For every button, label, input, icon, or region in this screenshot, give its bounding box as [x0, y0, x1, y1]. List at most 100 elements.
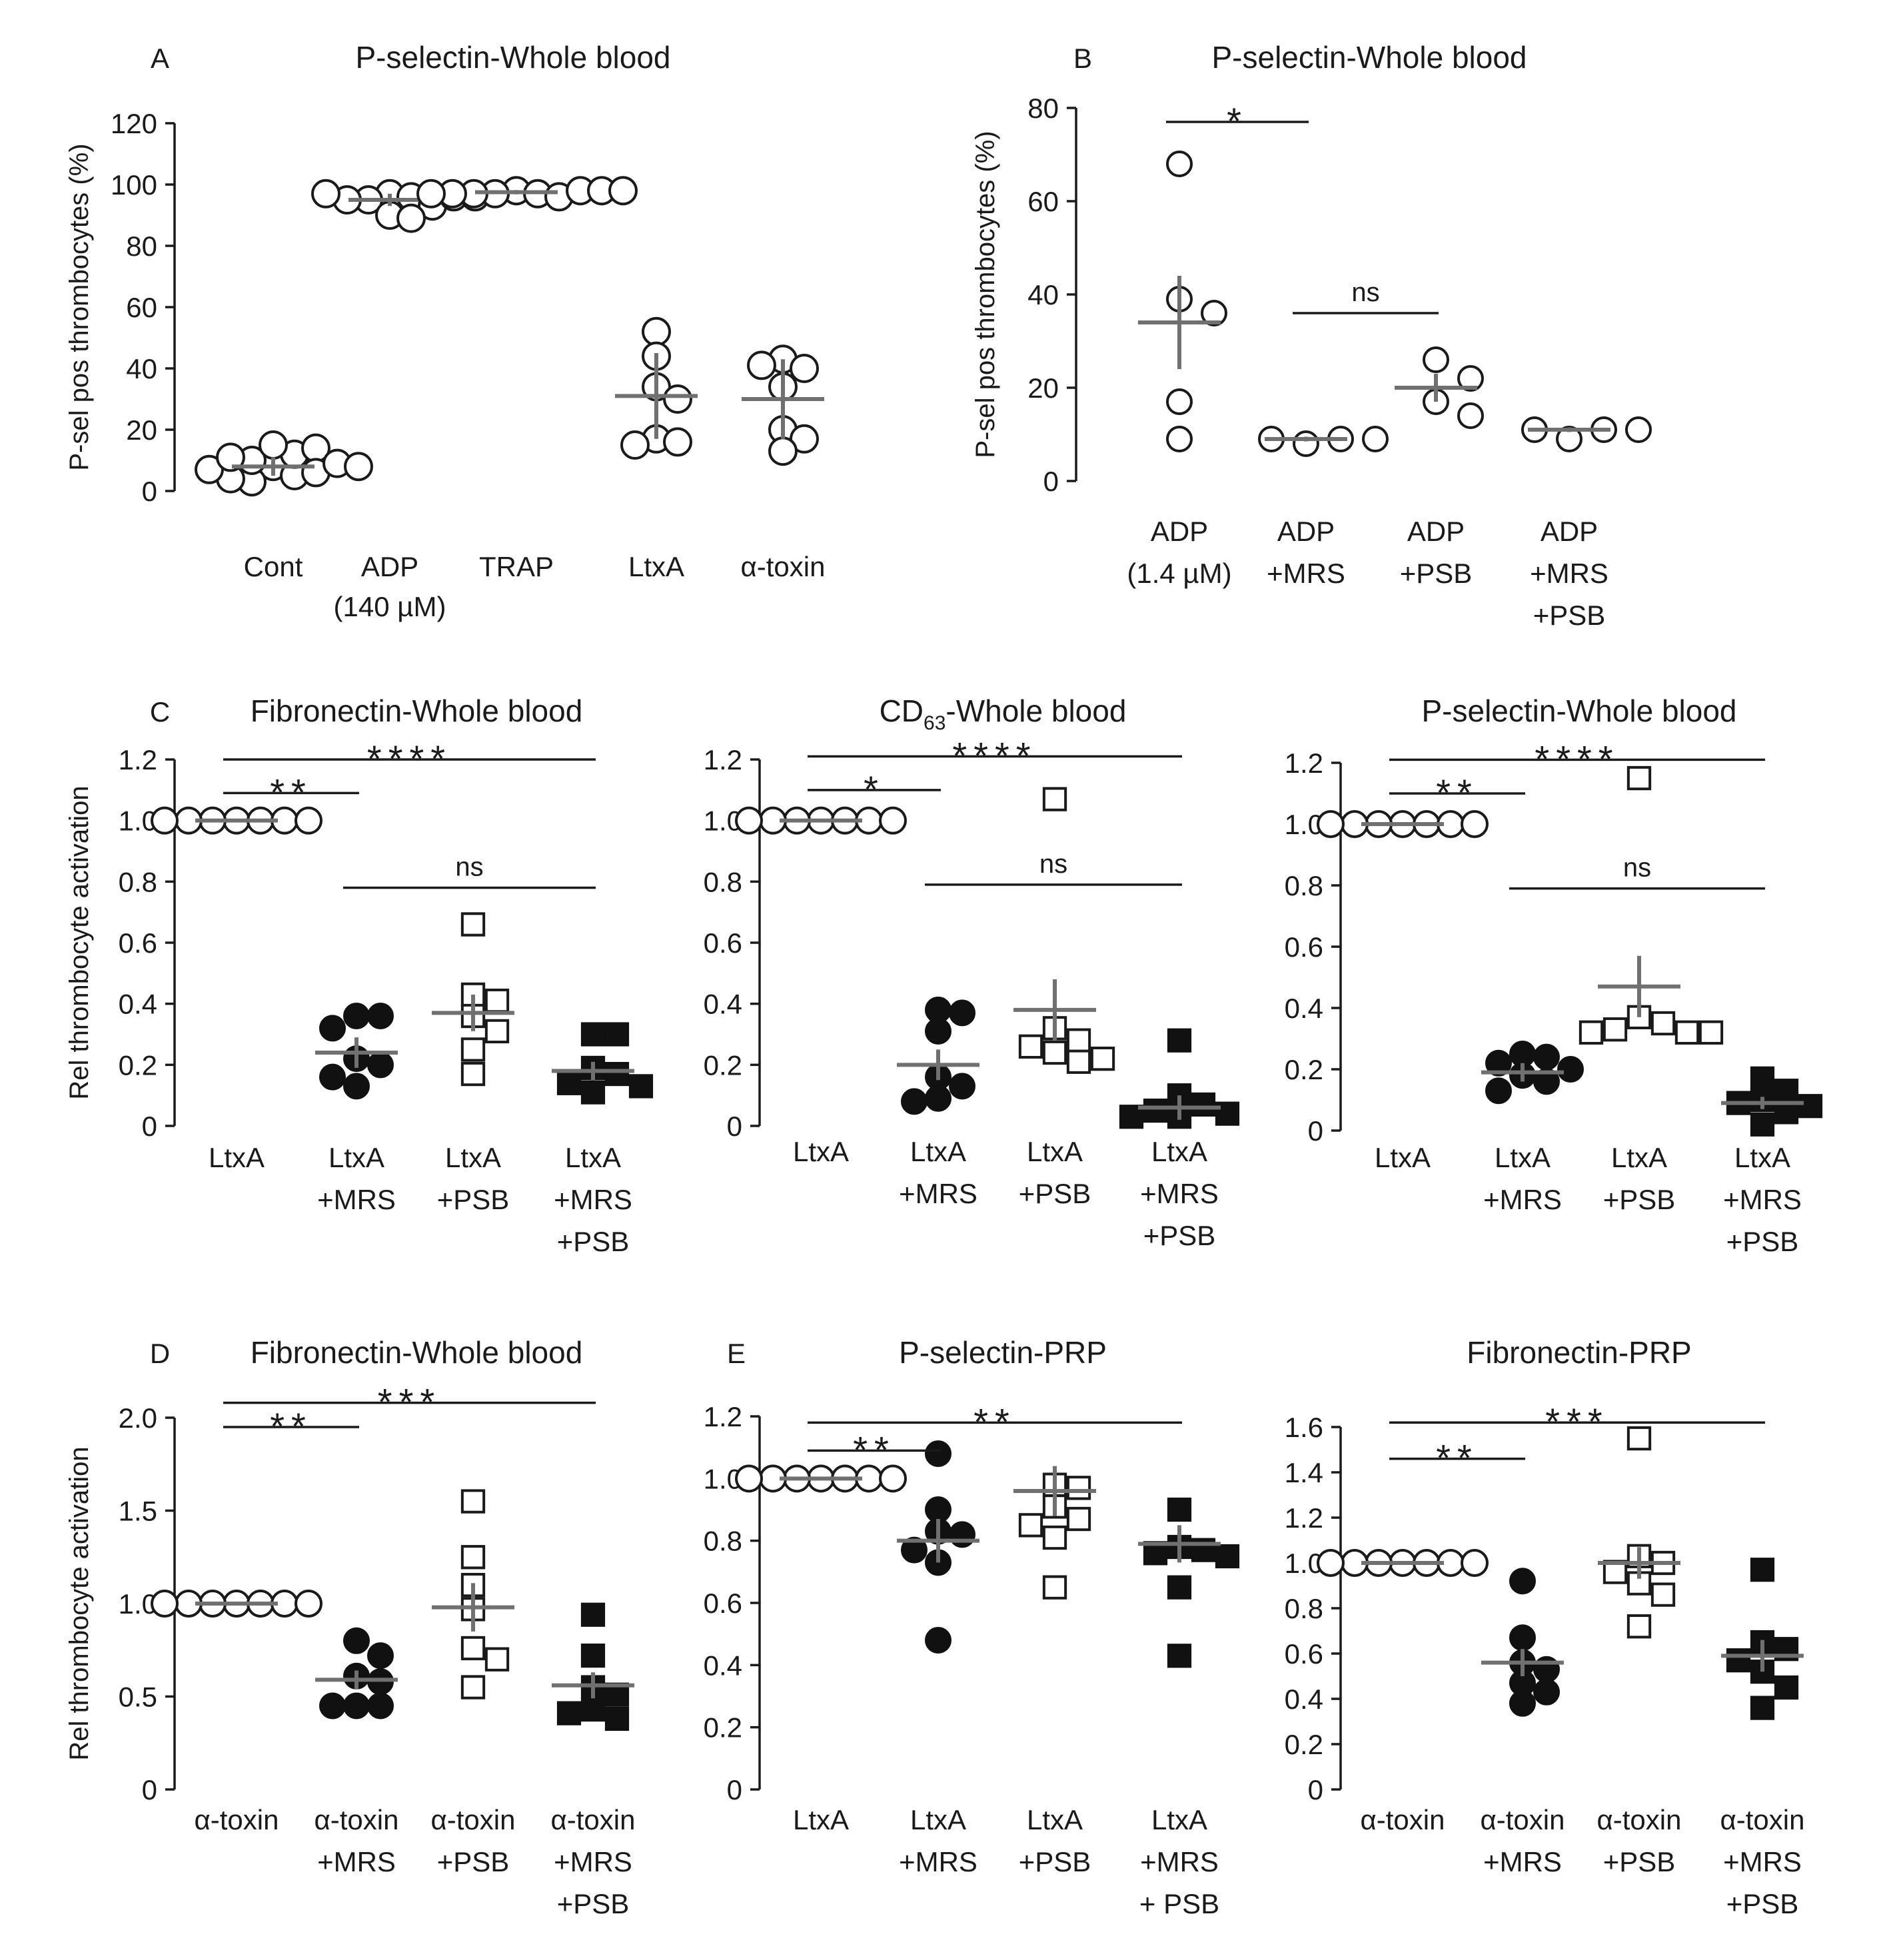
data-point: [1750, 1112, 1775, 1137]
series-1: [315, 1627, 398, 1719]
data-point: [925, 1627, 951, 1654]
x-category-label: LtxA: [565, 1142, 621, 1173]
data-point: [295, 806, 322, 835]
significance-label: *: [864, 768, 885, 810]
data-point: [879, 1464, 907, 1493]
significance-label: **: [1436, 771, 1479, 813]
data-point: [925, 1017, 951, 1045]
data-point: [1533, 1656, 1560, 1683]
data-point: [1201, 300, 1227, 326]
data-point: [1167, 1575, 1192, 1600]
x-category-label: LtxA: [1375, 1142, 1431, 1173]
x-category-label: LtxA: [793, 1136, 849, 1167]
y-tick-label: 0.2: [119, 1049, 157, 1081]
data-point: [735, 806, 763, 835]
y-tick-label: 0.2: [1285, 1729, 1323, 1760]
x-category-label: ADP: [1151, 516, 1208, 547]
data-point: [1461, 1549, 1489, 1577]
x-category-label: +PSB: [1726, 1888, 1799, 1919]
series-0: [1138, 151, 1227, 452]
data-point: [1798, 1094, 1823, 1119]
x-category-label: α-toxin: [741, 551, 826, 582]
series-4: [742, 344, 824, 466]
data-point: [343, 1073, 370, 1100]
x-category-label: LtxA: [209, 1142, 265, 1173]
data-point: [735, 1464, 763, 1493]
data-point: [1485, 1077, 1512, 1105]
significance-label: ****: [1535, 737, 1619, 779]
data-point: [1726, 1648, 1751, 1673]
data-point: [460, 1037, 486, 1062]
data-point: [949, 1521, 975, 1548]
data-point: [343, 1003, 370, 1029]
data-point: [604, 1706, 630, 1731]
y-tick-label: 60: [1027, 186, 1059, 217]
series-1: [1481, 1568, 1564, 1717]
y-tick-label: 0: [1043, 466, 1059, 497]
x-category-label: LtxA: [1495, 1142, 1551, 1173]
x-category-label: α-toxin: [1720, 1804, 1805, 1835]
data-point: [556, 1701, 582, 1725]
data-point: [1750, 1558, 1775, 1582]
y-tick-label: 0: [142, 1111, 157, 1142]
series-0: [151, 1590, 322, 1618]
data-point: [367, 1642, 394, 1670]
data-point: [460, 1489, 486, 1514]
chart-title: P-selectin-Whole blood: [1421, 694, 1736, 728]
y-tick-label: 0: [727, 1111, 742, 1142]
significance-label: ****: [367, 737, 452, 779]
data-point: [367, 1003, 394, 1029]
series-1: [1258, 426, 1389, 457]
y-tick-label: 60: [126, 292, 157, 323]
data-point: [580, 1644, 606, 1668]
series-2: [432, 1489, 514, 1700]
data-point: [216, 442, 245, 472]
panel-4: P-selectin-Whole blood00.20.40.60.81.01.…: [1285, 694, 1823, 1257]
data-point: [604, 1022, 630, 1047]
y-tick-label: 1.5: [119, 1496, 157, 1527]
data-point: [1626, 1426, 1652, 1451]
data-point: [416, 179, 446, 209]
data-point: [1509, 1624, 1536, 1652]
y-tick-label: 0.4: [704, 989, 742, 1020]
y-tick-label: 0.6: [119, 927, 157, 959]
data-point: [1457, 402, 1484, 429]
data-point: [367, 1051, 394, 1079]
y-tick-label: 1.2: [1285, 1502, 1323, 1534]
y-tick-label: 0.4: [119, 989, 157, 1020]
y-tick-label: 0.6: [704, 927, 742, 959]
data-point: [1461, 810, 1489, 838]
data-point: [1556, 426, 1582, 452]
x-category-label: +PSB: [1400, 558, 1473, 589]
data-point: [580, 1080, 606, 1105]
data-point: [949, 999, 975, 1027]
x-category-label: +MRS: [317, 1184, 396, 1215]
y-tick-label: 0.2: [704, 1712, 742, 1743]
x-category-label: α-toxin: [431, 1804, 516, 1835]
data-point: [747, 350, 776, 380]
panel-7: Fibronectin-PRP00.20.40.60.81.01.21.41.6…: [1285, 1335, 1805, 1919]
chart-title: P-selectin-Whole blood: [1211, 40, 1527, 75]
series-1: [1481, 1041, 1584, 1105]
series-0: [735, 1464, 907, 1493]
y-tick-label: 0.6: [1285, 931, 1323, 963]
data-point: [1750, 1696, 1775, 1720]
series-2: [1578, 765, 1724, 1045]
x-category-label: +PSB: [1019, 1846, 1091, 1877]
y-tick-label: 80: [1027, 93, 1059, 124]
y-tick-label: 0: [727, 1774, 742, 1805]
data-point: [1509, 1690, 1536, 1717]
data-point: [484, 1019, 510, 1044]
y-axis-label: Rel thrombocyte activation: [65, 785, 94, 1099]
significance-label: ***: [1545, 1400, 1608, 1442]
data-point: [1066, 1049, 1091, 1074]
y-tick-label: 1.4: [1285, 1457, 1323, 1488]
x-category-label: ADP: [1407, 516, 1465, 547]
y-tick-label: 0: [142, 476, 157, 507]
data-point: [319, 1692, 346, 1719]
y-tick-label: 0.8: [704, 866, 742, 897]
data-point: [642, 316, 671, 346]
significance-label: ns: [1039, 849, 1067, 879]
data-point: [1215, 1544, 1240, 1569]
